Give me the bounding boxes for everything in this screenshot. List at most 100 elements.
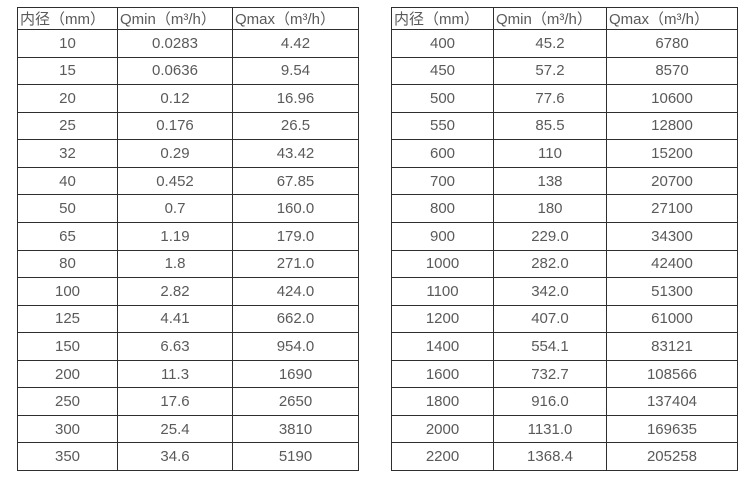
table-cell: 51300 bbox=[606, 277, 738, 306]
column-header-diameter: 内径（mm） bbox=[17, 7, 118, 30]
table-cell: 954.0 bbox=[232, 332, 359, 361]
table-cell: 3810 bbox=[232, 414, 359, 444]
table-cell: 0.0636 bbox=[117, 56, 233, 86]
table-cell: 179.0 bbox=[232, 221, 359, 251]
table-cell: 1400 bbox=[391, 332, 494, 361]
table-row: 700 138 20700 bbox=[391, 166, 738, 196]
table-cell: 271.0 bbox=[232, 249, 359, 279]
table-cell: 1690 bbox=[232, 359, 359, 389]
table-cell: 1800 bbox=[391, 387, 494, 416]
table-row: 10 0.0283 4.42 bbox=[17, 29, 359, 58]
table-row: 1100 342.0 51300 bbox=[391, 277, 738, 306]
table-cell: 25 bbox=[17, 111, 118, 141]
table-cell: 15200 bbox=[606, 139, 738, 168]
flow-table-large-diameters: 内径（mm） Qmin（m³/h） Qmax（m³/h） 400 45.2 6780… bbox=[391, 7, 738, 471]
table-row: 1600 732.7 108566 bbox=[391, 359, 738, 389]
table-header-row: 内径（mm） Qmin（m³/h） Qmax（m³/h） bbox=[391, 7, 738, 30]
table-cell: 342.0 bbox=[493, 277, 607, 306]
table-row: 1000 282.0 42400 bbox=[391, 249, 738, 279]
table-cell: 180 bbox=[493, 194, 607, 223]
table-cell: 12800 bbox=[606, 111, 738, 141]
table-body: 400 45.2 6780 450 57.2 8570 500 77.6 10600 550 85.… bbox=[391, 29, 738, 471]
table-cell: 300 bbox=[17, 414, 118, 444]
table-row: 1400 554.1 83121 bbox=[391, 332, 738, 361]
table-cell: 407.0 bbox=[493, 304, 607, 334]
column-header-diameter: 内径（mm） bbox=[391, 7, 494, 30]
table-cell: 1200 bbox=[391, 304, 494, 334]
table-cell: 125 bbox=[17, 304, 118, 334]
table-cell: 160.0 bbox=[232, 194, 359, 223]
table-row: 550 85.5 12800 bbox=[391, 111, 738, 141]
table-row: 350 34.6 5190 bbox=[17, 442, 359, 471]
table-row: 20 0.12 16.96 bbox=[17, 84, 359, 113]
table-cell: 205258 bbox=[606, 442, 738, 471]
table-cell: 57.2 bbox=[493, 56, 607, 86]
table-row: 2200 1368.4 205258 bbox=[391, 442, 738, 471]
table-cell: 6.63 bbox=[117, 332, 233, 361]
table-header: 内径（mm） Qmin（m³/h） Qmax（m³/h） bbox=[17, 7, 359, 30]
table-cell: 900 bbox=[391, 221, 494, 251]
table-cell: 450 bbox=[391, 56, 494, 86]
table-row: 450 57.2 8570 bbox=[391, 56, 738, 86]
table-cell: 61000 bbox=[606, 304, 738, 334]
table-row: 15 0.0636 9.54 bbox=[17, 56, 359, 86]
table-row: 250 17.6 2650 bbox=[17, 387, 359, 416]
table-cell: 45.2 bbox=[493, 29, 607, 58]
table-cell: 25.4 bbox=[117, 414, 233, 444]
table-cell: 500 bbox=[391, 84, 494, 113]
table-cell: 662.0 bbox=[232, 304, 359, 334]
table-cell: 27100 bbox=[606, 194, 738, 223]
table-cell: 1100 bbox=[391, 277, 494, 306]
table-cell: 6780 bbox=[606, 29, 738, 58]
table-cell: 5190 bbox=[232, 442, 359, 471]
table-cell: 732.7 bbox=[493, 359, 607, 389]
table-row: 100 2.82 424.0 bbox=[17, 277, 359, 306]
table-cell: 50 bbox=[17, 194, 118, 223]
table-body: 10 0.0283 4.42 15 0.0636 9.54 20 0.12 16.96 25 0.1… bbox=[17, 29, 359, 471]
table-cell: 9.54 bbox=[232, 56, 359, 86]
table-row: 25 0.176 26.5 bbox=[17, 111, 359, 141]
table-cell: 40 bbox=[17, 166, 118, 196]
table-cell: 600 bbox=[391, 139, 494, 168]
table-row: 50 0.7 160.0 bbox=[17, 194, 359, 223]
table-cell: 43.42 bbox=[232, 139, 359, 168]
column-header-qmax: Qmax（m³/h） bbox=[232, 7, 359, 30]
table-cell: 1000 bbox=[391, 249, 494, 279]
table-cell: 80 bbox=[17, 249, 118, 279]
table-cell: 250 bbox=[17, 387, 118, 416]
table-cell: 1.8 bbox=[117, 249, 233, 279]
table-cell: 1600 bbox=[391, 359, 494, 389]
table-cell: 424.0 bbox=[232, 277, 359, 306]
table-cell: 85.5 bbox=[493, 111, 607, 141]
table-cell: 350 bbox=[17, 442, 118, 471]
table-row: 500 77.6 10600 bbox=[391, 84, 738, 113]
table-cell: 138 bbox=[493, 166, 607, 196]
table-row: 1800 916.0 137404 bbox=[391, 387, 738, 416]
table-cell: 0.29 bbox=[117, 139, 233, 168]
table-cell: 0.452 bbox=[117, 166, 233, 196]
table-cell: 1368.4 bbox=[493, 442, 607, 471]
table-row: 600 110 15200 bbox=[391, 139, 738, 168]
table-row: 40 0.452 67.85 bbox=[17, 166, 359, 196]
table-cell: 110 bbox=[493, 139, 607, 168]
table-cell: 229.0 bbox=[493, 221, 607, 251]
table-cell: 0.0283 bbox=[117, 29, 233, 58]
table-cell: 10 bbox=[17, 29, 118, 58]
table-cell: 150 bbox=[17, 332, 118, 361]
table-cell: 34.6 bbox=[117, 442, 233, 471]
table-cell: 20700 bbox=[606, 166, 738, 196]
table-cell: 20 bbox=[17, 84, 118, 113]
table-cell: 0.12 bbox=[117, 84, 233, 113]
table-cell: 17.6 bbox=[117, 387, 233, 416]
table-row: 300 25.4 3810 bbox=[17, 414, 359, 444]
table-cell: 916.0 bbox=[493, 387, 607, 416]
table-cell: 16.96 bbox=[232, 84, 359, 113]
table-row: 1200 407.0 61000 bbox=[391, 304, 738, 334]
table-row: 400 45.2 6780 bbox=[391, 29, 738, 58]
table-row: 32 0.29 43.42 bbox=[17, 139, 359, 168]
table-row: 200 11.3 1690 bbox=[17, 359, 359, 389]
table-row: 900 229.0 34300 bbox=[391, 221, 738, 251]
table-cell: 2200 bbox=[391, 442, 494, 471]
table-cell: 15 bbox=[17, 56, 118, 86]
table-cell: 700 bbox=[391, 166, 494, 196]
